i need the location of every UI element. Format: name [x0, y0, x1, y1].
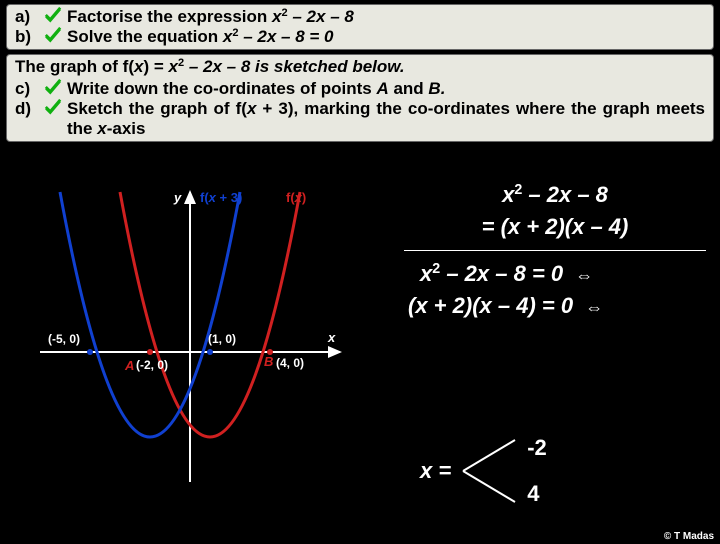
implies-icon: ⇔: [575, 265, 593, 285]
x-axis-label: x: [328, 330, 335, 345]
line-b: b) Solve the equation x2 – 2x – 8 = 0: [15, 27, 705, 47]
letter-c: c): [15, 79, 39, 99]
solution-block: x = -2 4: [420, 432, 547, 510]
letter-b: b): [15, 27, 39, 47]
point-p1: (-5, 0): [48, 332, 80, 346]
point-p2: (1, 0): [208, 332, 236, 346]
divider: [404, 250, 706, 251]
line-c: c) Write down the co-ordinates of points…: [15, 79, 705, 99]
point-A-label: A: [125, 358, 134, 373]
check-icon: [43, 77, 63, 95]
math-line-4: (x + 2)(x – 4) = 0 ⇔: [400, 293, 710, 319]
graph: y x f(x) f(x + 3) A (-2, 0) B (4, 0) (-5…: [30, 182, 350, 482]
letter-d: d): [15, 99, 39, 119]
math-line-1: x2 – 2x – 8: [400, 182, 710, 208]
credit: © T Madas: [664, 531, 714, 542]
content-area: y x f(x) f(x + 3) A (-2, 0) B (4, 0) (-5…: [0, 182, 720, 544]
math-line-2: = (x + 2)(x – 4): [400, 214, 710, 240]
point-A-coord: (-2, 0): [136, 358, 168, 372]
check-icon: [43, 5, 63, 23]
solution-v2: 4: [527, 481, 547, 507]
implies-icon: ⇔: [585, 297, 603, 317]
intro-text: The graph of f(x) = x2 – 2x – 8 is sketc…: [15, 57, 705, 77]
letter-a: a): [15, 7, 39, 27]
line-a: a) Factorise the expression x2 – 2x – 8: [15, 7, 705, 27]
q-c-text: Write down the co-ordinates of points A …: [67, 79, 705, 99]
solution-lhs: x =: [420, 458, 451, 484]
angle-bracket-icon: [459, 432, 519, 510]
point-B-coord: (4, 0): [276, 356, 304, 370]
check-icon: [43, 97, 63, 115]
question-box-1: a) Factorise the expression x2 – 2x – 8 …: [6, 4, 714, 50]
check-icon: [43, 25, 63, 43]
intro-line: The graph of f(x) = x2 – 2x – 8 is sketc…: [15, 57, 705, 77]
q-a-text: Factorise the expression x2 – 2x – 8: [67, 7, 705, 27]
line-d: d) Sketch the graph of f(x + 3), marking…: [15, 99, 705, 139]
solution-values: -2 4: [527, 435, 547, 507]
question-box-2: The graph of f(x) = x2 – 2x – 8 is sketc…: [6, 54, 714, 142]
point-B-label: B: [264, 354, 273, 369]
fx-label: f(x): [286, 190, 306, 205]
math-line-3: x2 – 2x – 8 = 0 ⇔: [400, 261, 710, 287]
fx3-label: f(x + 3): [200, 190, 242, 205]
y-axis-label: y: [174, 190, 181, 205]
math-column: x2 – 2x – 8 = (x + 2)(x – 4) x2 – 2x – 8…: [400, 176, 710, 325]
q-b-text: Solve the equation x2 – 2x – 8 = 0: [67, 27, 705, 47]
q-d-text: Sketch the graph of f(x + 3), marking th…: [67, 99, 705, 139]
solution-v1: -2: [527, 435, 547, 461]
